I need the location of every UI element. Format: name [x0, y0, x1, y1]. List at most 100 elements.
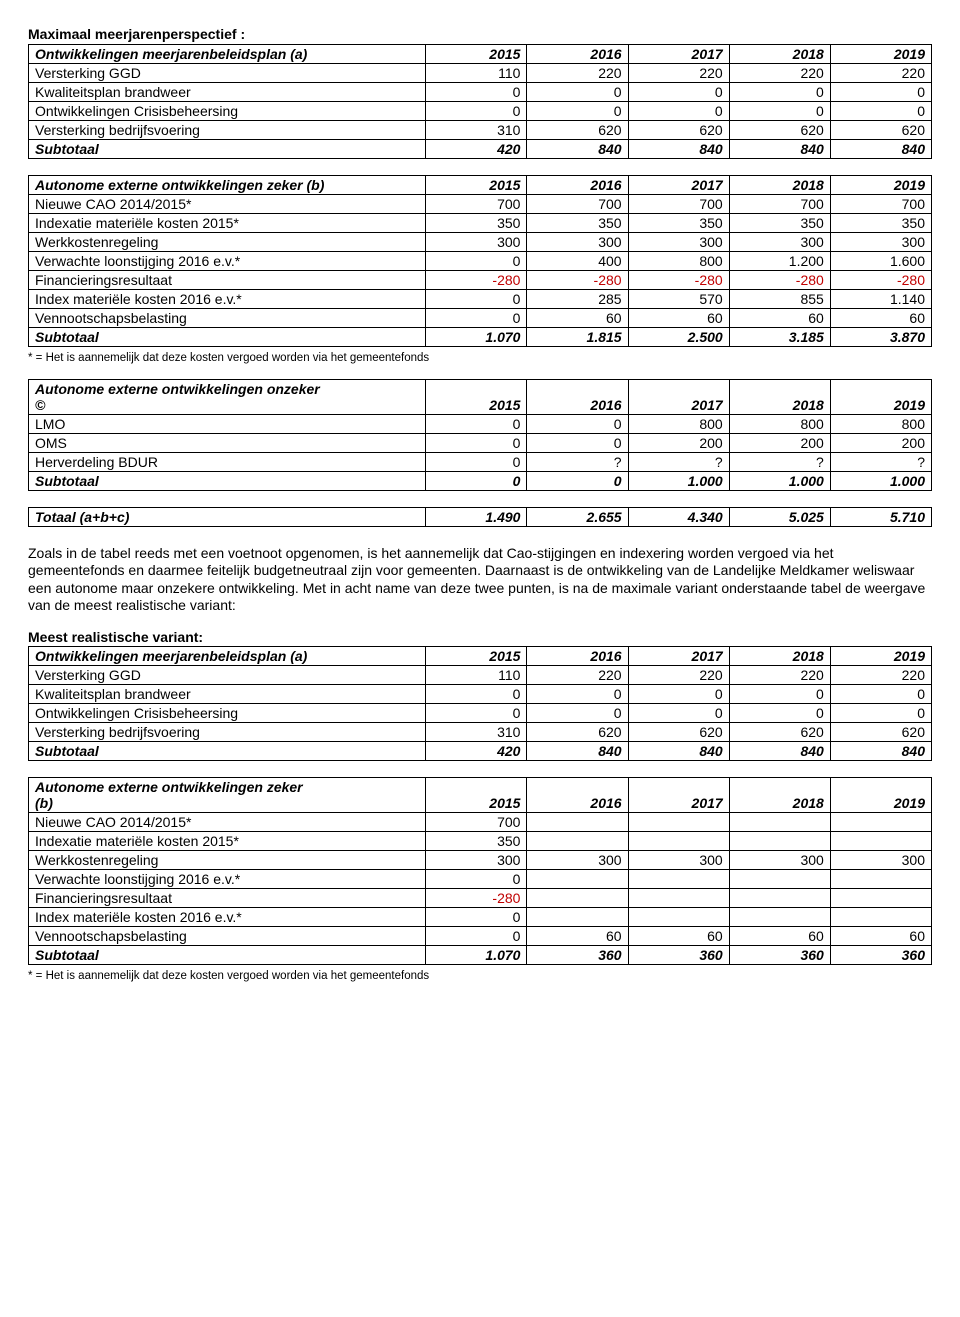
cell-value: 60 [729, 308, 830, 327]
cell-value: 0 [426, 289, 527, 308]
subtotal-label: Subtotaal [29, 742, 426, 761]
subtotal-val: 360 [830, 946, 931, 965]
cell-value [830, 813, 931, 832]
cell-value: -280 [527, 270, 628, 289]
cell-value: 700 [426, 194, 527, 213]
year-col: 2018 [729, 44, 830, 63]
subtotal-val: 840 [527, 139, 628, 158]
total-val: 5.025 [729, 507, 830, 526]
cell-value: 855 [729, 289, 830, 308]
subtotal-val: 840 [628, 139, 729, 158]
cell-value: 700 [628, 194, 729, 213]
table-row: Kwaliteitsplan brandweer00000 [29, 82, 932, 101]
row-label: Vennootschapsbelasting [29, 308, 426, 327]
cell-value: 300 [426, 232, 527, 251]
table-row: Herverdeling BDUR0???? [29, 452, 932, 471]
table-a2-subtotal: Subtotaal 420 840 840 840 840 [29, 742, 932, 761]
table-row: OMS00200200200 [29, 433, 932, 452]
cell-value: 310 [426, 723, 527, 742]
cell-value: 400 [527, 251, 628, 270]
table-b2-header-line2: (b) [35, 795, 53, 811]
table-b2-subtotal: Subtotaal 1.070 360 360 360 360 [29, 946, 932, 965]
subtotal-val: 1.070 [426, 946, 527, 965]
total-val: 4.340 [628, 507, 729, 526]
table-row: Versterking GGD110220220220220 [29, 63, 932, 82]
cell-value: 800 [830, 414, 931, 433]
cell-value: 0 [628, 685, 729, 704]
cell-value: 60 [830, 927, 931, 946]
cell-value: 0 [729, 685, 830, 704]
cell-value [628, 813, 729, 832]
cell-value: 0 [426, 870, 527, 889]
cell-value: 570 [628, 289, 729, 308]
cell-value: 0 [426, 101, 527, 120]
row-label: LMO [29, 414, 426, 433]
cell-value [628, 908, 729, 927]
subtotal-val: 3.185 [729, 327, 830, 346]
year-col: 2017 [628, 379, 729, 414]
cell-value: 620 [729, 120, 830, 139]
year-col: 2016 [527, 44, 628, 63]
cell-value: 620 [527, 723, 628, 742]
table-b-header-label: Autonome externe ontwikkelingen zeker (b… [29, 175, 426, 194]
row-label: Verwachte loonstijging 2016 e.v.* [29, 251, 426, 270]
cell-value: 700 [426, 813, 527, 832]
row-label: Verwachte loonstijging 2016 e.v.* [29, 870, 426, 889]
cell-value [527, 889, 628, 908]
cell-value: -280 [830, 270, 931, 289]
table-c-header-line2: © [35, 397, 45, 413]
cell-value [729, 870, 830, 889]
cell-value: 0 [830, 685, 931, 704]
cell-value: 620 [830, 723, 931, 742]
total-label: Totaal (a+b+c) [29, 507, 426, 526]
row-label: Versterking GGD [29, 666, 426, 685]
row-label: OMS [29, 433, 426, 452]
cell-value: 110 [426, 63, 527, 82]
total-val: 1.490 [426, 507, 527, 526]
cell-value [729, 813, 830, 832]
subtotal-val: 420 [426, 742, 527, 761]
row-label: Financieringsresultaat [29, 270, 426, 289]
table-row: Kwaliteitsplan brandweer00000 [29, 685, 932, 704]
year-col: 2017 [628, 44, 729, 63]
cell-value [628, 889, 729, 908]
cell-value: 300 [830, 851, 931, 870]
subtotal-val: 1.070 [426, 327, 527, 346]
year-col: 2019 [830, 778, 931, 813]
row-label: Vennootschapsbelasting [29, 927, 426, 946]
cell-value: 350 [426, 213, 527, 232]
cell-value [628, 870, 729, 889]
cell-value: 110 [426, 666, 527, 685]
cell-value: 700 [527, 194, 628, 213]
cell-value: 0 [527, 433, 628, 452]
cell-value: 220 [527, 63, 628, 82]
cell-value: ? [830, 452, 931, 471]
subtotal-val: 840 [527, 742, 628, 761]
table-c-header-label: Autonome externe ontwikkelingen onzeker … [29, 379, 426, 414]
table-row: Financieringsresultaat-280 [29, 889, 932, 908]
year-col: 2018 [729, 379, 830, 414]
year-col: 2017 [628, 778, 729, 813]
table-total: Totaal (a+b+c) 1.490 2.655 4.340 5.025 5… [28, 507, 932, 527]
row-label: Index materiële kosten 2016 e.v.* [29, 908, 426, 927]
year-col: 2015 [426, 778, 527, 813]
cell-value: 0 [628, 82, 729, 101]
cell-value: 800 [628, 414, 729, 433]
subtotal-label: Subtotaal [29, 471, 426, 490]
table-row: Werkkostenregeling300300300300300 [29, 851, 932, 870]
table-row: Index materiële kosten 2016 e.v.*0285570… [29, 289, 932, 308]
cell-value: 220 [628, 63, 729, 82]
cell-value: 60 [628, 308, 729, 327]
row-label: Index materiële kosten 2016 e.v.* [29, 289, 426, 308]
cell-value [729, 908, 830, 927]
subtotal-val: 1.815 [527, 327, 628, 346]
table-row: Versterking bedrijfsvoering3106206206206… [29, 723, 932, 742]
year-col: 2018 [729, 175, 830, 194]
cell-value [830, 889, 931, 908]
table-c-header-line1: Autonome externe ontwikkelingen onzeker [35, 381, 320, 397]
year-col: 2019 [830, 647, 931, 666]
subtotal-val: 1.000 [628, 471, 729, 490]
section1-title: Maximaal meerjarenperspectief : [28, 26, 932, 44]
cell-value: 300 [527, 851, 628, 870]
row-label: Herverdeling BDUR [29, 452, 426, 471]
